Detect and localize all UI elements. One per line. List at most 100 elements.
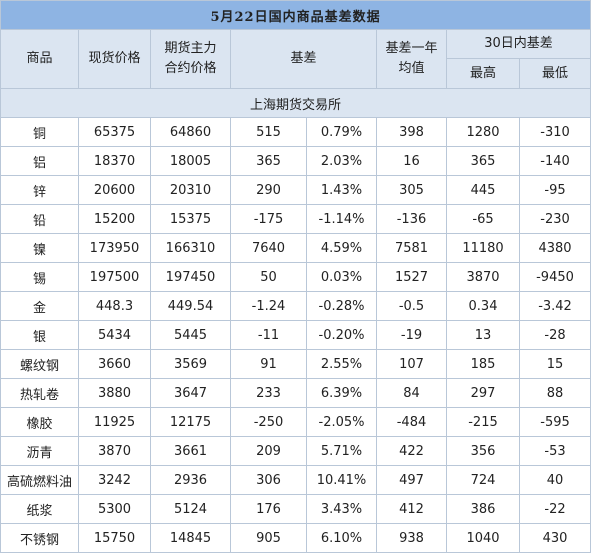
futures-price-cell: 449.54 <box>150 291 231 321</box>
basis-value-cell: 209 <box>230 436 307 466</box>
basis-percent-cell: -2.05% <box>306 407 377 437</box>
header-basis-year-avg: 基差一年 均值 <box>376 29 447 89</box>
table-row: 纸浆 5300 5124 176 3.43% 412 386 -22 <box>0 494 592 524</box>
spot-price-cell: 3880 <box>78 378 151 408</box>
basis-value-cell: 290 <box>230 175 307 205</box>
commodity-cell: 不锈钢 <box>0 523 79 553</box>
basis-percent-cell: 10.41% <box>306 465 377 495</box>
commodity-cell: 锌 <box>0 175 79 205</box>
header-futures-line2: 合约价格 <box>164 61 217 76</box>
commodity-cell: 锡 <box>0 262 79 292</box>
futures-price-cell: 15375 <box>150 204 231 234</box>
spot-price-cell: 15750 <box>78 523 151 553</box>
commodity-cell: 铜 <box>0 117 79 147</box>
spot-price-cell: 197500 <box>78 262 151 292</box>
basis-30d-low-cell: -230 <box>518 204 592 234</box>
basis-value-cell: 306 <box>230 465 307 495</box>
table-row: 高硫燃料油 3242 2936 306 10.41% 497 724 40 <box>0 465 592 495</box>
basis-percent-cell: 1.43% <box>306 175 377 205</box>
basis-30d-high-cell: 445 <box>446 175 520 205</box>
commodity-cell: 金 <box>0 291 79 321</box>
basis-percent-cell: 2.03% <box>306 146 377 176</box>
basis-30d-low-cell: -28 <box>518 320 592 350</box>
basis-year-avg-cell: 84 <box>376 378 447 408</box>
basis-value-cell: 905 <box>230 523 307 553</box>
futures-price-cell: 197450 <box>150 262 231 292</box>
basis-year-avg-cell: 422 <box>376 436 447 466</box>
basis-year-avg-cell: 938 <box>376 523 447 553</box>
basis-30d-high-cell: 724 <box>446 465 520 495</box>
basis-30d-high-cell: 3870 <box>446 262 520 292</box>
basis-30d-high-cell: -215 <box>446 407 520 437</box>
basis-30d-high-cell: 13 <box>446 320 520 350</box>
basis-value-cell: 515 <box>230 117 307 147</box>
spot-price-cell: 173950 <box>78 233 151 263</box>
spot-price-cell: 5300 <box>78 494 151 524</box>
table-row: 沥青 3870 3661 209 5.71% 422 356 -53 <box>0 436 592 466</box>
commodity-cell: 沥青 <box>0 436 79 466</box>
basis-year-avg-cell: -19 <box>376 320 447 350</box>
spot-price-cell: 11925 <box>78 407 151 437</box>
table-row: 热轧卷 3880 3647 233 6.39% 84 297 88 <box>0 378 592 408</box>
futures-price-cell: 14845 <box>150 523 231 553</box>
futures-price-cell: 3569 <box>150 349 231 379</box>
commodity-cell: 银 <box>0 320 79 350</box>
basis-year-avg-cell: 1527 <box>376 262 447 292</box>
header-spot-price: 现货价格 <box>78 29 151 89</box>
basis-30d-high-cell: 0.34 <box>446 291 520 321</box>
basis-year-avg-cell: 398 <box>376 117 447 147</box>
basis-year-avg-cell: 7581 <box>376 233 447 263</box>
table-row: 镍 173950 166310 7640 4.59% 7581 11180 4380 <box>0 233 592 263</box>
basis-30d-low-cell: -95 <box>518 175 592 205</box>
basis-30d-low-cell: 15 <box>518 349 592 379</box>
basis-percent-cell: -1.14% <box>306 204 377 234</box>
spot-price-cell: 65375 <box>78 117 151 147</box>
basis-30d-high-cell: 1280 <box>446 117 520 147</box>
spot-price-cell: 18370 <box>78 146 151 176</box>
header-high: 最高 <box>446 58 520 89</box>
futures-price-cell: 3661 <box>150 436 231 466</box>
basis-value-cell: -175 <box>230 204 307 234</box>
basis-value-cell: -11 <box>230 320 307 350</box>
basis-year-avg-cell: -136 <box>376 204 447 234</box>
table-row: 铝 18370 18005 365 2.03% 16 365 -140 <box>0 146 592 176</box>
spot-price-cell: 3242 <box>78 465 151 495</box>
basis-30d-low-cell: 430 <box>518 523 592 553</box>
spot-price-cell: 20600 <box>78 175 151 205</box>
basis-percent-cell: 6.10% <box>306 523 377 553</box>
basis-percent-cell: 0.79% <box>306 117 377 147</box>
table-row: 螺纹钢 3660 3569 91 2.55% 107 185 15 <box>0 349 592 379</box>
basis-value-cell: 365 <box>230 146 307 176</box>
basis-value-cell: 176 <box>230 494 307 524</box>
futures-price-cell: 5445 <box>150 320 231 350</box>
basis-30d-low-cell: -3.42 <box>518 291 592 321</box>
basis-30d-low-cell: 88 <box>518 378 592 408</box>
header-basis: 基差 <box>230 29 377 89</box>
basis-value-cell: 233 <box>230 378 307 408</box>
commodity-cell: 铅 <box>0 204 79 234</box>
basis-year-avg-cell: 497 <box>376 465 447 495</box>
spot-price-cell: 15200 <box>78 204 151 234</box>
commodity-cell: 螺纹钢 <box>0 349 79 379</box>
basis-percent-cell: 5.71% <box>306 436 377 466</box>
basis-percent-cell: 2.55% <box>306 349 377 379</box>
commodity-cell: 橡胶 <box>0 407 79 437</box>
futures-price-cell: 64860 <box>150 117 231 147</box>
basis-30d-low-cell: -53 <box>518 436 592 466</box>
table-row: 金 448.3 449.54 -1.24 -0.28% -0.5 0.34 -3.42 <box>0 291 592 321</box>
spot-price-cell: 5434 <box>78 320 151 350</box>
table-row: 橡胶 11925 12175 -250 -2.05% -484 -215 -595 <box>0 407 592 437</box>
basis-percent-cell: 0.03% <box>306 262 377 292</box>
basis-value-cell: 50 <box>230 262 307 292</box>
commodity-cell: 镍 <box>0 233 79 263</box>
spot-price-cell: 3870 <box>78 436 151 466</box>
commodity-cell: 高硫燃料油 <box>0 465 79 495</box>
basis-percent-cell: 4.59% <box>306 233 377 263</box>
basis-year-avg-cell: -0.5 <box>376 291 447 321</box>
basis-value-cell: 7640 <box>230 233 307 263</box>
table-row: 不锈钢 15750 14845 905 6.10% 938 1040 430 <box>0 523 592 553</box>
header-commodity: 商品 <box>0 29 79 89</box>
futures-price-cell: 18005 <box>150 146 231 176</box>
header-basis-year-line1: 基差一年 <box>385 41 438 56</box>
